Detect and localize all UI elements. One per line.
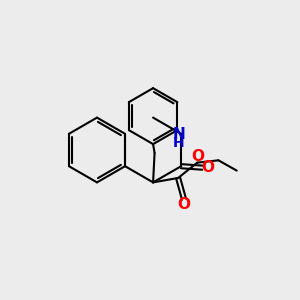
Text: O: O bbox=[191, 149, 204, 164]
Text: H: H bbox=[173, 136, 184, 150]
Text: O: O bbox=[201, 160, 214, 175]
Text: O: O bbox=[178, 197, 190, 212]
Text: N: N bbox=[172, 127, 185, 142]
